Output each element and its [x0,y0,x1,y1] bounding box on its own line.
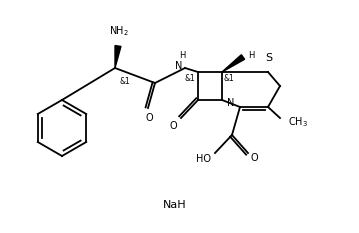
Polygon shape [222,55,244,72]
Polygon shape [115,46,121,68]
Text: O: O [145,113,153,123]
Text: H: H [248,51,255,59]
Text: NH$_2$: NH$_2$ [109,24,129,38]
Text: &1: &1 [224,74,235,83]
Text: N: N [174,61,182,71]
Text: N: N [227,98,234,108]
Text: &1: &1 [184,74,195,83]
Text: S: S [265,53,272,63]
Text: H: H [179,51,185,60]
Text: &1: &1 [119,77,130,86]
Text: O: O [250,153,258,163]
Text: O: O [169,121,177,131]
Text: NaH: NaH [163,200,187,210]
Text: CH$_3$: CH$_3$ [288,115,308,129]
Text: HO: HO [196,154,211,164]
